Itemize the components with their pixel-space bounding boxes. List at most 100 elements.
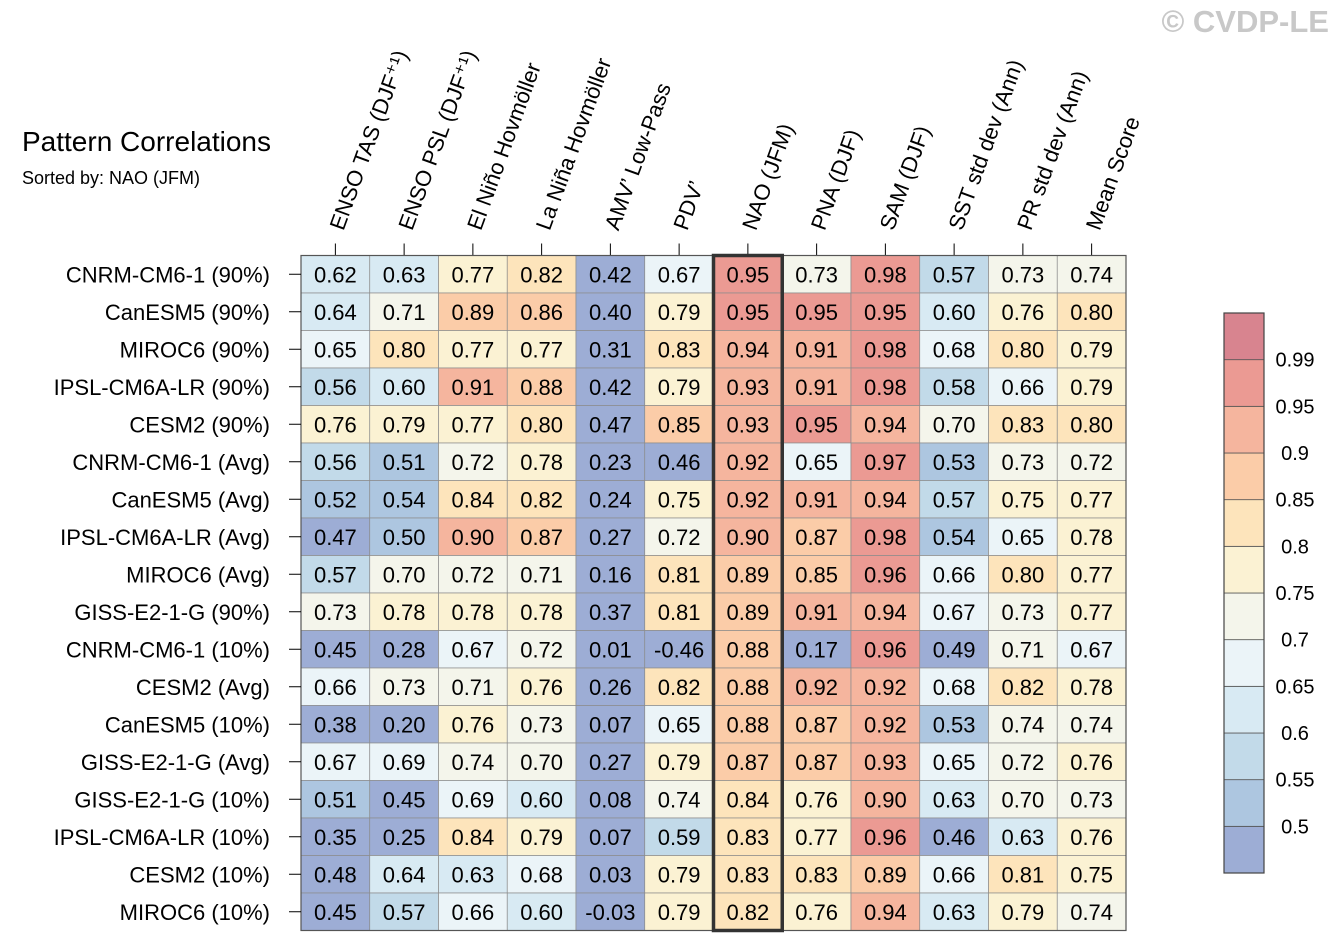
- heatmap-cell: [575, 705, 646, 744]
- cell-value: 0.57: [314, 562, 357, 587]
- heatmap-cell: [644, 780, 714, 819]
- cell-value: 0.70: [933, 412, 976, 437]
- colorbar-segment: [1223, 825, 1265, 874]
- heatmap-cell: [575, 367, 646, 406]
- heatmap-cell: [438, 630, 508, 669]
- cell-value: 0.54: [383, 487, 426, 512]
- colorbar-segment: [1223, 639, 1265, 687]
- cell-value: 0.82: [658, 675, 701, 700]
- cell-value: 0.65: [314, 337, 357, 362]
- heatmap-cell: [438, 367, 508, 406]
- row-label: CESM2 (90%): [129, 412, 270, 437]
- cell-value: 0.79: [658, 862, 701, 887]
- heatmap-cell: [644, 667, 714, 706]
- heatmap-cell: [1056, 630, 1127, 669]
- cell-value: 0.87: [795, 750, 838, 775]
- cell-value: 0.47: [314, 525, 357, 550]
- heatmap-cell: [369, 780, 439, 819]
- cell-value: 0.79: [520, 825, 563, 850]
- heatmap-cell: [506, 780, 577, 819]
- cell-value: 0.78: [383, 600, 426, 625]
- heatmap-cell: [300, 405, 371, 444]
- cell-value: 0.27: [589, 750, 632, 775]
- heatmap-cell: [713, 892, 783, 931]
- cell-value: 0.92: [864, 712, 907, 737]
- cell-value: 0.57: [383, 900, 426, 925]
- column-label: El Niño Hovmöller: [462, 59, 546, 233]
- heatmap-cell: [713, 367, 783, 406]
- heatmap-cell: [1056, 480, 1127, 519]
- colorbar-segment: [1223, 405, 1265, 454]
- heatmap-cell: [575, 667, 646, 706]
- cell-value: 0.52: [314, 487, 357, 512]
- heatmap-cell: [1056, 705, 1127, 744]
- heatmap-cell: [575, 330, 646, 369]
- heatmap-cell: [575, 405, 646, 444]
- column-label: PDV’: [668, 178, 709, 234]
- heatmap-cell: [713, 742, 783, 781]
- cell-value: 0.25: [383, 825, 426, 850]
- cell-value: 0.28: [383, 637, 426, 662]
- cell-value: 0.74: [1070, 900, 1113, 925]
- cell-value: -0.03: [585, 900, 635, 925]
- colorbar-label: 0.9: [1281, 443, 1309, 465]
- cell-value: 0.87: [520, 525, 563, 550]
- heatmap-cell: [850, 855, 921, 894]
- cell-value: 0.79: [1070, 337, 1113, 362]
- heatmap-cell: [300, 367, 371, 406]
- cell-value: 0.65: [1001, 525, 1044, 550]
- cell-value: 0.79: [658, 375, 701, 400]
- cell-value: 0.53: [933, 712, 976, 737]
- colorbar-label: 0.99: [1276, 350, 1315, 372]
- cell-value: 0.17: [795, 637, 838, 662]
- row-label: MIROC6 (90%): [120, 337, 270, 362]
- cell-value: 0.67: [1070, 637, 1113, 662]
- cell-value: 0.73: [1001, 450, 1044, 475]
- heatmap-cell: [1056, 517, 1127, 556]
- heatmap-cell: [506, 592, 577, 631]
- heatmap-cell: [988, 255, 1058, 294]
- cell-value: 0.87: [795, 525, 838, 550]
- heatmap-cell: [438, 780, 508, 819]
- heatmap-cell: [300, 517, 371, 556]
- cell-value: 0.91: [795, 375, 838, 400]
- cell-value: 0.70: [1001, 787, 1044, 812]
- heatmap-cell: [850, 630, 921, 669]
- cell-value: 0.90: [726, 525, 769, 550]
- cell-value: 0.80: [520, 412, 563, 437]
- cell-value: 0.96: [864, 637, 907, 662]
- colorbar-border: [1223, 312, 1265, 874]
- cell-value: 0.77: [520, 337, 563, 362]
- heatmap-cell: [369, 855, 439, 894]
- heatmap-cell: [713, 405, 783, 444]
- cell-value: 0.91: [795, 337, 838, 362]
- heatmap-cell: [369, 630, 439, 669]
- cell-value: 0.76: [1070, 825, 1113, 850]
- heatmap-cell: [575, 780, 646, 819]
- cell-value: 0.50: [383, 525, 426, 550]
- heatmap-cell: [781, 817, 852, 856]
- row-label: IPSL-CM6A-LR (10%): [54, 825, 270, 850]
- cell-value: 0.91: [795, 487, 838, 512]
- heatmap-cell: [781, 855, 852, 894]
- cell-value: 0.79: [658, 300, 701, 325]
- cell-value: 0.73: [1070, 787, 1113, 812]
- heatmap-cell: [506, 255, 577, 294]
- cell-value: 0.49: [933, 637, 976, 662]
- cell-value: 0.72: [520, 637, 563, 662]
- heatmap-cell: [575, 442, 646, 481]
- heatmap-cell: [506, 480, 577, 519]
- cell-value: 0.87: [726, 750, 769, 775]
- cell-value: 0.85: [658, 412, 701, 437]
- heatmap-cell: [369, 255, 439, 294]
- cell-value: 0.27: [589, 525, 632, 550]
- heatmap-cell: [438, 292, 508, 331]
- heatmap-cell: [919, 480, 989, 519]
- cell-value: 0.95: [726, 300, 769, 325]
- row-label: CNRM-CM6-1 (10%): [66, 637, 270, 662]
- cell-value: 0.72: [451, 450, 494, 475]
- heatmap-cell: [1056, 292, 1127, 331]
- heatmap-cell: [988, 480, 1058, 519]
- cell-value: 0.96: [864, 825, 907, 850]
- cell-value: 0.83: [658, 337, 701, 362]
